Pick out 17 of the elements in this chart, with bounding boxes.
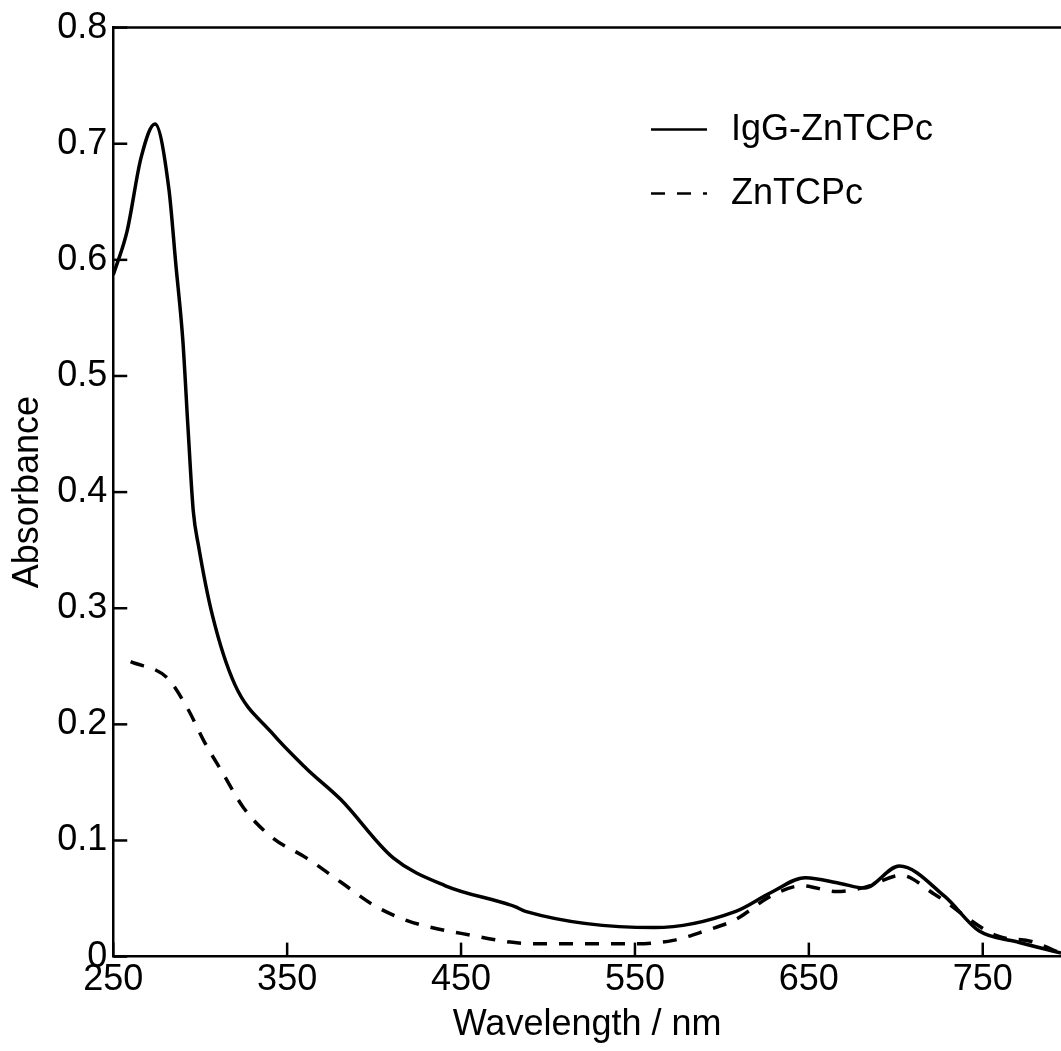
x-tick-label: 550 (604, 957, 665, 999)
y-tick-label: 0.8 (57, 4, 108, 46)
y-tick-label: 0.6 (57, 236, 108, 278)
x-tick-label: 350 (257, 957, 318, 999)
y-axis-title: Absorbance (4, 396, 46, 589)
y-tick-label: 0.3 (57, 585, 108, 627)
y-tick-label: 0.7 (57, 120, 108, 162)
legend-label: IgG-ZnTCPc (731, 106, 934, 148)
y-tick-label: 0.2 (57, 701, 108, 743)
y-tick-label: 0.5 (57, 352, 108, 394)
x-axis-title: Wavelength / nm (452, 1002, 722, 1044)
legend-label: ZnTCPc (731, 170, 864, 212)
y-tick-label: 0.4 (57, 469, 108, 511)
x-tick-label: 450 (431, 957, 492, 999)
y-tick-label: 0.1 (57, 817, 108, 859)
x-tick-label: 650 (778, 957, 839, 999)
x-tick-label: 750 (952, 957, 1013, 999)
